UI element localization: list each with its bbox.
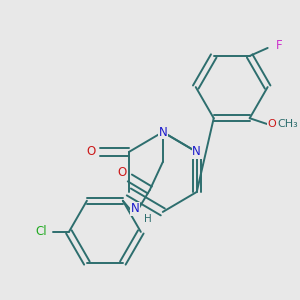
Text: F: F	[276, 40, 283, 52]
Text: CH₃: CH₃	[277, 119, 298, 129]
Text: N: N	[130, 202, 139, 215]
Text: Cl: Cl	[35, 225, 47, 239]
Text: O: O	[267, 119, 276, 129]
Text: N: N	[192, 146, 201, 158]
Text: H: H	[144, 214, 152, 224]
Text: N: N	[158, 125, 167, 139]
Text: O: O	[117, 167, 127, 179]
Text: O: O	[86, 146, 95, 158]
